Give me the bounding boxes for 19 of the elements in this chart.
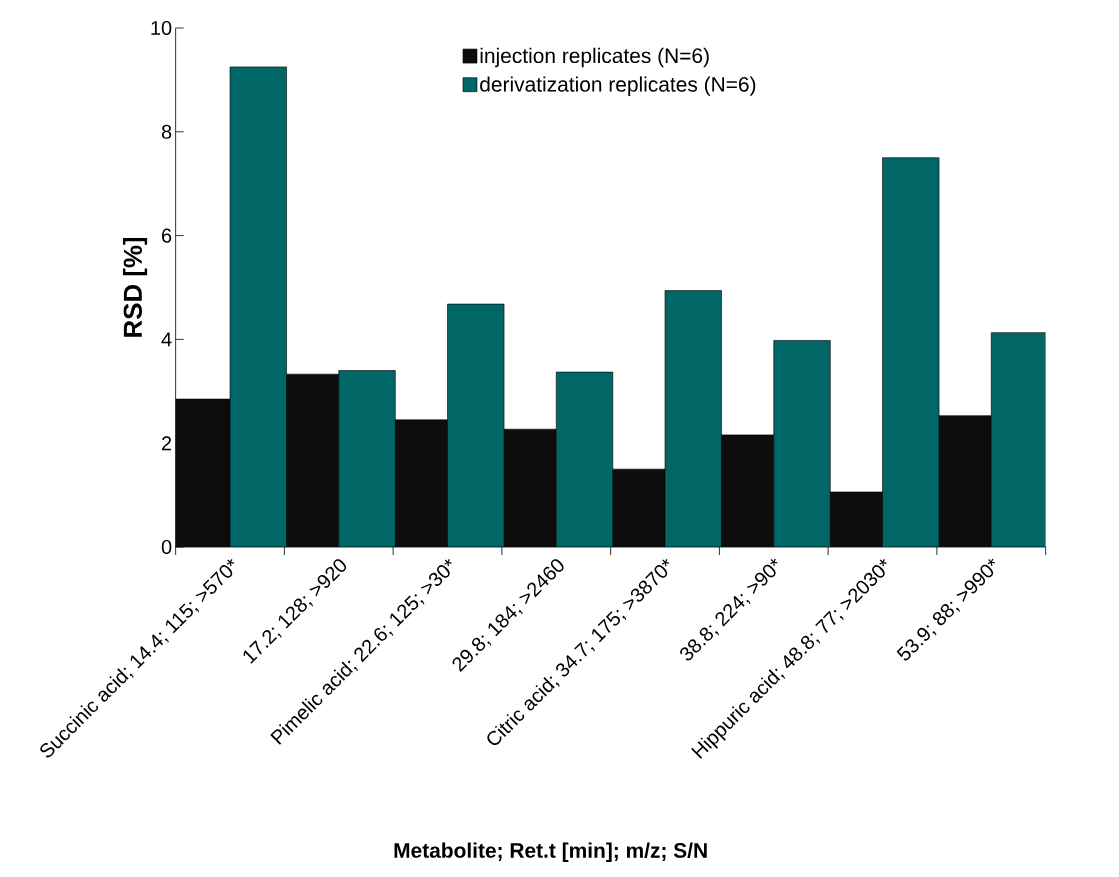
bar — [555, 371, 614, 547]
bar — [338, 370, 396, 547]
y-tick-label: 4 — [161, 332, 172, 347]
bar — [773, 340, 831, 547]
y-axis-title: RSD [%] — [122, 237, 148, 337]
y-tick-label: 6 — [162, 228, 172, 243]
x-axis-title: Metabolite; Ret.t [min]; m/z; S/N — [394, 842, 707, 863]
bar — [882, 157, 940, 547]
legend-label: derivatization replicates (N=6) — [480, 76, 756, 96]
bar — [175, 398, 231, 547]
y-tick-label: 2 — [162, 436, 172, 451]
bar — [447, 303, 505, 547]
y-tick-label: 8 — [161, 124, 172, 139]
y-tick-label: 10 — [151, 20, 172, 36]
y-tick-label: 0 — [161, 539, 172, 555]
bar — [664, 290, 722, 547]
legend-label: injection replicates (N=6) — [480, 47, 709, 68]
bar — [990, 332, 1046, 547]
bar — [229, 66, 287, 547]
